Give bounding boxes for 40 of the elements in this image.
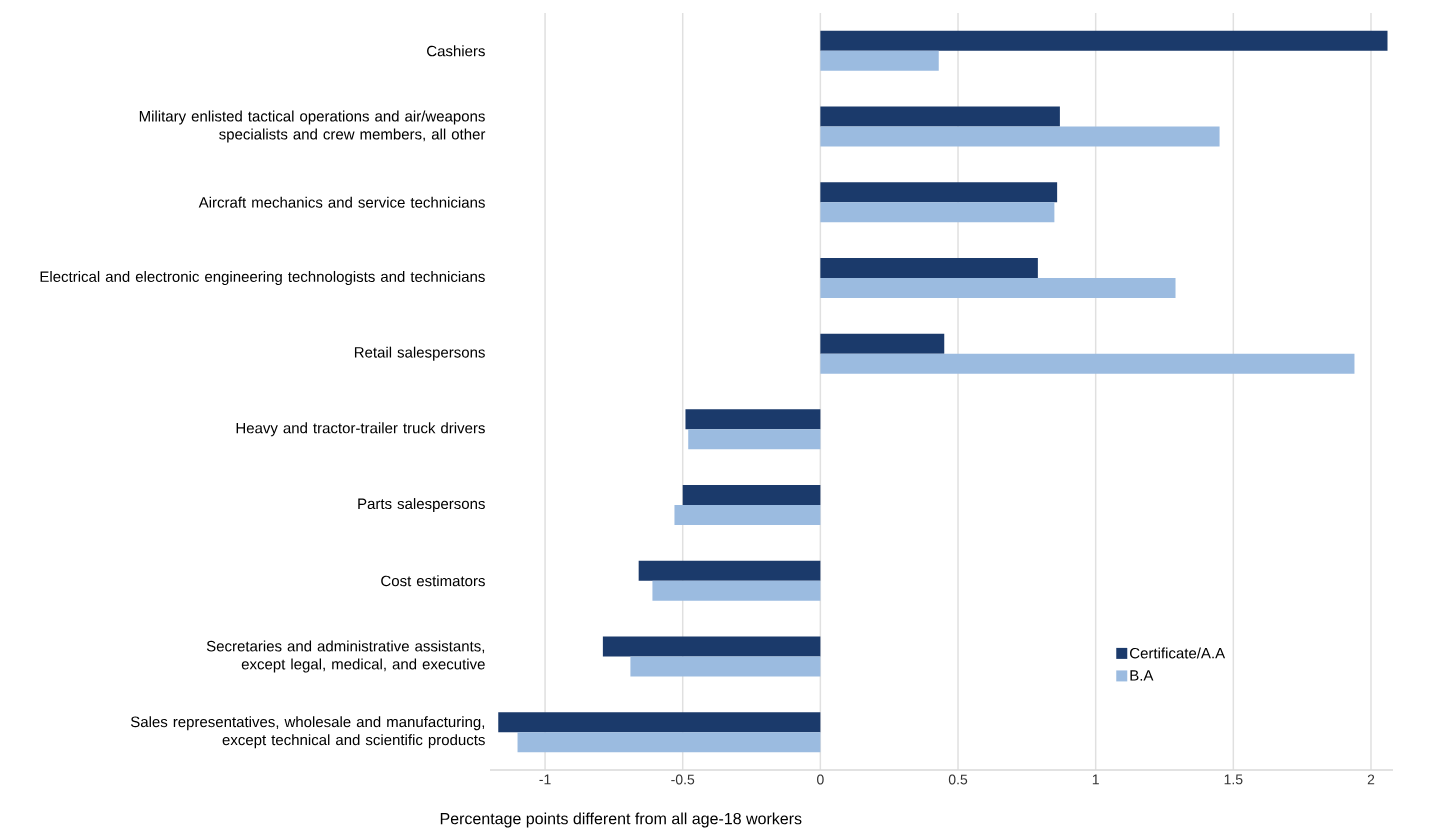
bar: [820, 126, 1220, 147]
y-tick-label: Military enlisted tactical operations and air/weapons specialists and crew members, all other: [139, 110, 486, 143]
x-tick-label: 2: [1367, 774, 1375, 785]
bar: [820, 202, 1055, 223]
bar: [820, 182, 1058, 203]
x-tick-label: 1.5: [1224, 774, 1243, 785]
x-tick-label: 0.5: [948, 774, 968, 785]
bar: [498, 712, 821, 733]
bar: [638, 560, 821, 581]
bar: [820, 106, 1060, 127]
bar: [682, 485, 821, 506]
x-tick-label: 0: [817, 774, 824, 785]
bar: [652, 580, 821, 601]
y-tick-label: Heavy and tractor-trailer truck drivers: [236, 422, 485, 437]
bar: [517, 732, 821, 753]
bar: [820, 333, 945, 354]
y-tick-label: Cost estimators: [381, 575, 485, 587]
bar: [685, 409, 821, 430]
bar: [820, 30, 1388, 51]
bar: [602, 636, 821, 657]
y-tick-label: Aircraft mechanics and service technicians: [198, 196, 485, 208]
legend-label: Certificate/A.A: [1130, 647, 1226, 659]
bar: [820, 277, 1176, 298]
bar: [674, 505, 821, 526]
bar: [630, 656, 821, 677]
legend-label: B.A: [1130, 670, 1154, 681]
bar: [688, 429, 821, 450]
y-tick-label: Cashiers: [427, 45, 485, 57]
bar: [820, 50, 939, 71]
x-tick-label: 1: [1092, 774, 1099, 785]
x-axis-title: Percentage points different from all age-18 workers: [440, 812, 802, 828]
y-tick-label: Parts salespersons: [358, 498, 485, 513]
y-tick-label: Secretaries and administrative assistants, except legal, medical, and executive: [206, 640, 485, 673]
bar: [820, 353, 1355, 374]
y-tick-label: Sales representatives, wholesale and manufacturing, except technical and scientific products: [130, 716, 485, 749]
x-tick-label: -1: [539, 774, 551, 785]
x-tick-label: -0.5: [671, 774, 695, 785]
y-tick-label: Electrical and electronic engineering technologists and technicians: [40, 270, 485, 285]
y-tick-label: Retail salespersons: [354, 346, 485, 361]
bar: [820, 257, 1038, 278]
